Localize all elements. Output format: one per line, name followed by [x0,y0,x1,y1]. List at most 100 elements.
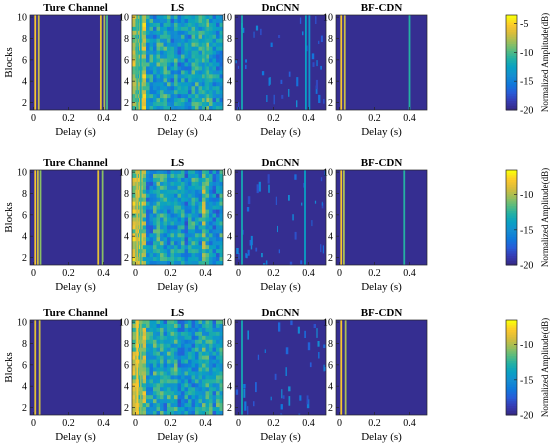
heatmap-cell [195,343,200,349]
colorbar-step [506,246,517,249]
heatmap-cell [163,22,168,28]
heatmap-cell [163,98,168,103]
heatmap-cell [181,261,186,265]
y-tick-label: 2 [124,403,129,414]
heatmap-speckle [316,328,318,338]
heatmap-cell [156,18,161,24]
y-tick-label: 8 [124,34,129,45]
heatmap-cell [170,359,175,365]
heatmap-cell [209,323,214,329]
y-tick-label: 6 [22,55,27,66]
colorbar-step [506,31,517,35]
heatmap-cell [184,70,189,75]
heatmap-cell [167,34,172,40]
heatmap-cell [156,82,161,87]
heatmap-cell [160,26,165,32]
heatmap-cell [195,261,200,265]
heatmap-cell [209,74,214,79]
heatmap-cell [181,391,186,396]
heatmap-cell [174,54,179,60]
heatmap-cell [202,26,207,32]
heatmap-cell [188,229,193,234]
heatmap-cell [149,343,154,349]
heatmap-cell [188,82,193,87]
heatmap-cell [167,173,172,179]
heatmap-cell [181,66,186,72]
heatmap-cell [160,261,165,265]
heatmap-cell [188,241,193,246]
heatmap-cell [216,54,221,60]
heatmap-cell [167,257,172,262]
heatmap-cell [219,62,223,68]
heatmap-cell [188,237,193,242]
heatmap-cell [170,189,175,195]
heatmap-cell [149,395,154,400]
heatmap-cell [198,387,203,392]
heatmap-cell [205,86,210,91]
heatmap-cell [188,399,193,404]
heatmap-cell [198,90,203,95]
heatmap-cell [188,320,193,325]
heatmap-cell [198,355,203,361]
heatmap-cell [219,106,223,110]
heatmap-cell [160,15,165,20]
heatmap-cell [212,173,217,179]
heatmap-cell [146,245,151,250]
heatmap-cell [212,197,217,203]
heatmap-cell [198,34,203,40]
heatmap-cell [195,102,200,107]
heatmap-cell [156,331,161,337]
heatmap-cell [209,261,214,265]
heatmap-cell [167,371,172,377]
heatmap-cell [219,245,223,250]
y-tick-label: 10 [323,318,333,329]
heatmap-cell [188,339,193,345]
y-tick-label: 6 [227,55,232,66]
heatmap-cell [153,22,158,28]
heatmap-cell [177,387,182,392]
heatmap-cell [212,395,217,400]
heatmap-cell [202,375,207,380]
heatmap-cell [216,359,221,365]
heatmap-cell [132,327,137,333]
heatmap-cell [195,371,200,377]
heatmap-cell [156,86,161,91]
heatmap-cell [202,367,207,373]
heatmap-cell [132,86,137,91]
heatmap-cell [219,197,223,203]
colorbar-step [506,388,517,392]
colorbar-tick-label: -10 [520,190,533,201]
heatmap-cell [205,213,210,219]
heatmap-cell [177,177,182,183]
heatmap-cell [160,42,165,48]
heatmap-cell [195,34,200,40]
y-tick-label: 10 [119,318,129,329]
heatmap-cell [205,257,210,262]
heatmap-cell [205,225,210,230]
axes-frame [335,14,428,111]
colorbar-step [506,48,517,52]
heatmap-cell [156,403,161,408]
heatmap-cell [156,42,161,48]
heatmap-cell [153,320,158,325]
heatmap-cell [170,78,175,83]
heatmap-cell [191,253,196,258]
heatmap-cell [212,320,217,325]
heatmap-cell [181,205,186,211]
heatmap-cell [198,98,203,103]
heatmap-cell [160,237,165,242]
colorbar-frame [505,319,518,416]
heatmap-cell [184,245,189,250]
colorbar-step [506,189,517,192]
heatmap-cell [205,359,210,365]
channel-tap-line [38,320,41,415]
heatmap-cell [156,38,161,44]
heatmap-cell [142,54,147,60]
heatmap-cell [153,18,158,24]
heatmap-cell [170,375,175,380]
heatmap-cell [209,375,214,380]
heatmap-cell [170,58,175,64]
heatmap-speckle [303,182,305,188]
heatmap-cell [160,257,165,262]
heatmap-cell [160,407,165,412]
